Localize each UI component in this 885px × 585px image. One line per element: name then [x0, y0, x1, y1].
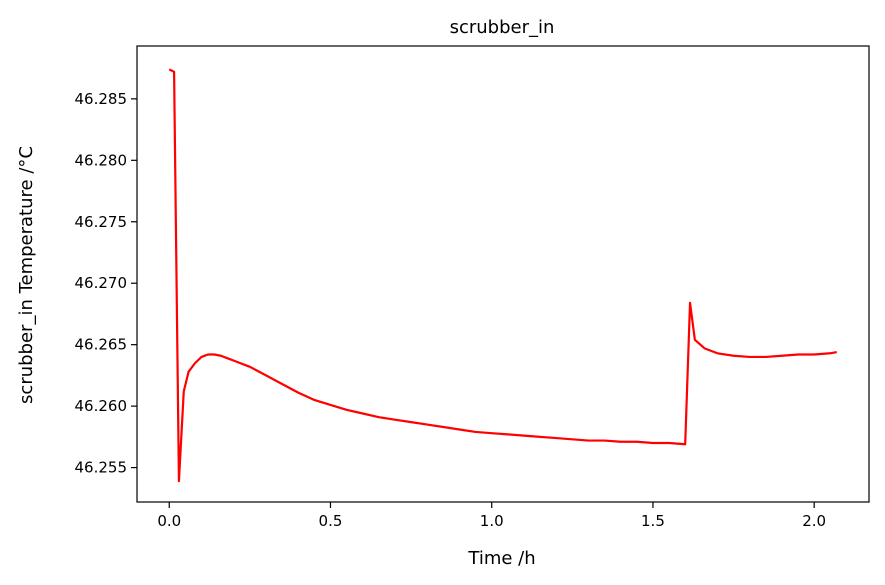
y-tick-label: 46.260 — [75, 397, 128, 415]
axes-frame — [136, 45, 870, 503]
x-axis-label: Time /h — [467, 548, 535, 569]
y-tick-label: 46.255 — [75, 459, 128, 477]
x-tick-label: 0.0 — [157, 512, 181, 530]
plot-area: 0.0 0.5 1.0 1.5 2.0 46.255 46.260 46.265 46.270… — [75, 45, 870, 530]
y-tick-label: 46.285 — [75, 90, 128, 108]
y-tick-label: 46.270 — [75, 274, 128, 292]
x-tick-label: 0.5 — [319, 512, 343, 530]
chart-title: scrubber_in — [450, 17, 555, 38]
y-tick-label: 46.275 — [75, 213, 128, 231]
x-axis-ticks: 0.0 0.5 1.0 1.5 2.0 — [157, 502, 826, 530]
x-tick-label: 1.5 — [641, 512, 665, 530]
data-layer — [168, 68, 837, 483]
y-axis-label: scrubber_in Temperature /°C — [16, 146, 37, 404]
x-tick-label: 2.0 — [802, 512, 826, 530]
y-axis-ticks: 46.255 46.260 46.265 46.270 46.275 46.280 46.2… — [75, 90, 137, 477]
x-tick-label: 1.0 — [480, 512, 504, 530]
y-tick-label: 46.265 — [75, 336, 128, 354]
y-tick-label: 46.280 — [75, 151, 128, 169]
series-line — [168, 68, 837, 483]
